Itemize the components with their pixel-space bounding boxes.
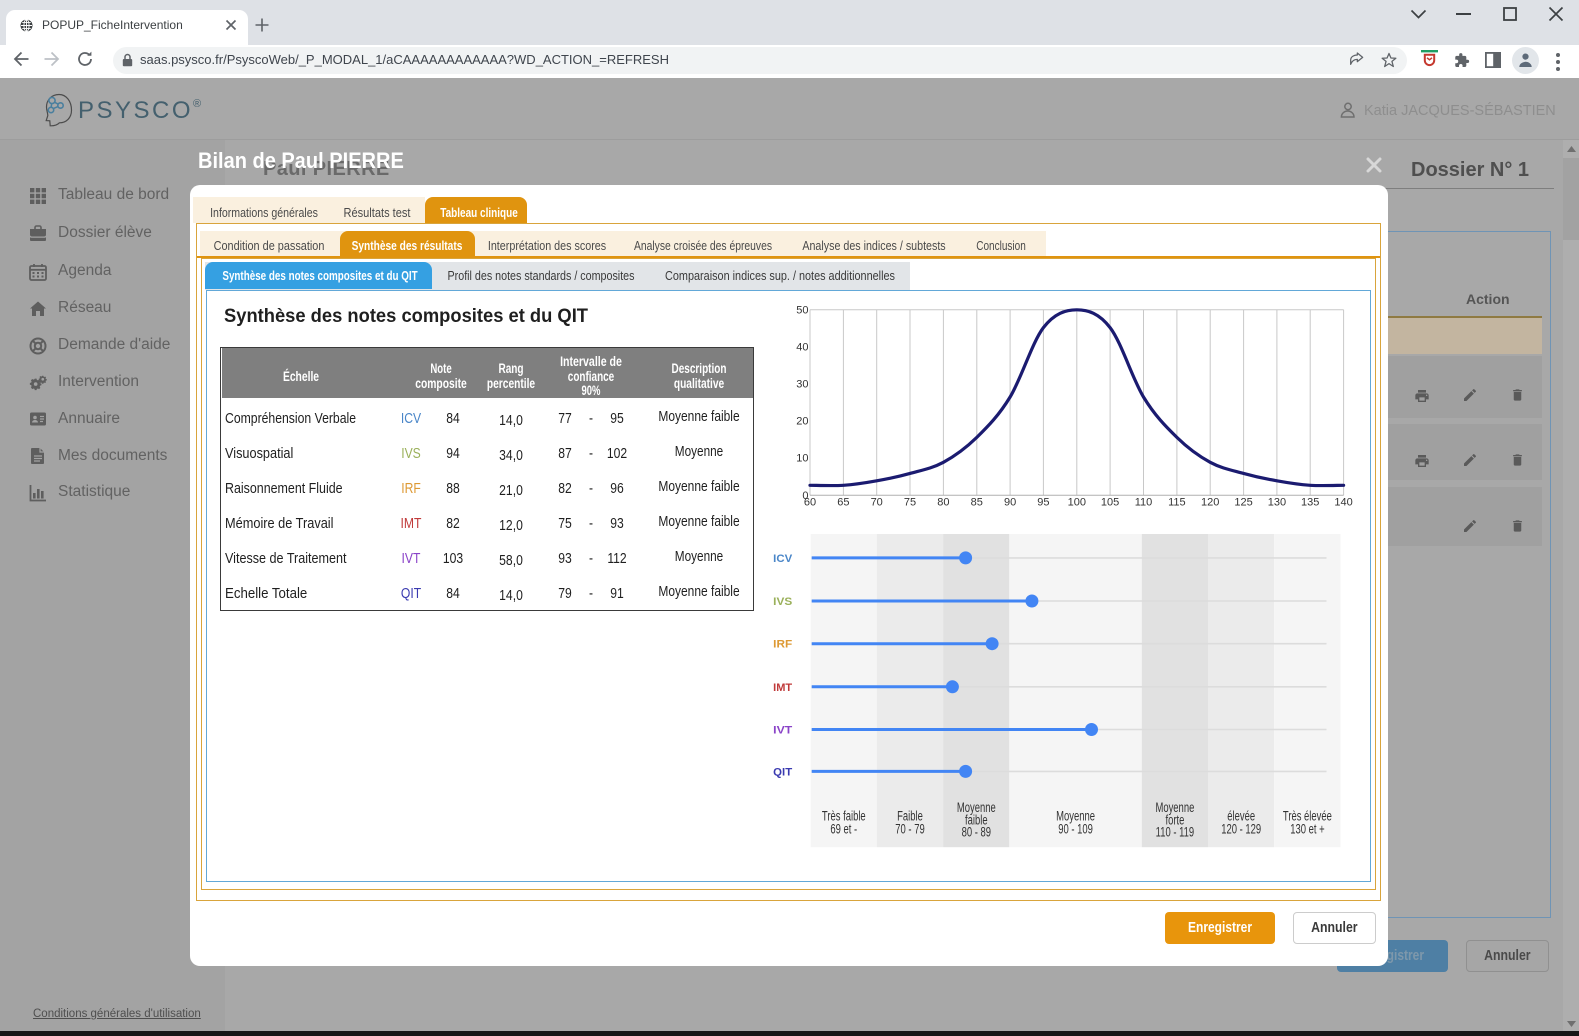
svg-text:140: 140 — [1334, 497, 1352, 509]
svg-text:forte: forte — [1165, 813, 1184, 828]
svg-text:IRF: IRF — [773, 639, 792, 651]
svg-text:90: 90 — [1004, 497, 1016, 509]
svg-text:130 et +: 130 et + — [1290, 821, 1324, 836]
svg-text:115: 115 — [1168, 497, 1186, 509]
svg-text:QIT: QIT — [773, 766, 792, 778]
svg-text:Moyenne: Moyenne — [1155, 800, 1194, 815]
svg-text:Moyenne: Moyenne — [1056, 809, 1095, 824]
svg-text:Très faible: Très faible — [822, 809, 866, 824]
svg-text:110: 110 — [1135, 497, 1153, 509]
svg-text:70: 70 — [871, 497, 883, 509]
svg-text:130: 130 — [1268, 497, 1286, 509]
svg-text:69 et -: 69 et - — [830, 821, 857, 836]
svg-text:85: 85 — [971, 497, 983, 509]
svg-text:30: 30 — [796, 379, 808, 391]
svg-text:60: 60 — [804, 497, 816, 509]
svg-text:élevée: élevée — [1227, 809, 1255, 824]
svg-text:Faible: Faible — [897, 809, 923, 824]
svg-text:50: 50 — [796, 304, 808, 316]
svg-text:65: 65 — [837, 497, 849, 509]
svg-text:90 - 109: 90 - 109 — [1058, 821, 1093, 836]
svg-text:80 - 89: 80 - 89 — [962, 824, 991, 839]
svg-text:40: 40 — [796, 341, 808, 353]
svg-text:75: 75 — [904, 497, 916, 509]
svg-text:Moyenne: Moyenne — [957, 800, 996, 815]
svg-text:10: 10 — [796, 453, 808, 465]
svg-text:IMT: IMT — [773, 682, 792, 694]
svg-text:135: 135 — [1301, 497, 1319, 509]
svg-text:120: 120 — [1201, 497, 1219, 509]
svg-text:95: 95 — [1037, 497, 1049, 509]
svg-text:ICV: ICV — [773, 553, 793, 565]
svg-text:100: 100 — [1068, 497, 1086, 509]
svg-text:110 - 119: 110 - 119 — [1156, 824, 1195, 839]
svg-text:125: 125 — [1234, 497, 1252, 509]
svg-text:Très élevée: Très élevée — [1283, 809, 1332, 824]
svg-text:0: 0 — [802, 490, 808, 502]
svg-text:IVT: IVT — [773, 725, 792, 737]
svg-text:105: 105 — [1101, 497, 1119, 509]
svg-text:faible: faible — [965, 813, 988, 828]
svg-text:120 - 129: 120 - 129 — [1221, 821, 1261, 836]
svg-text:IVS: IVS — [773, 596, 792, 608]
svg-text:20: 20 — [796, 416, 808, 428]
svg-text:80: 80 — [937, 497, 949, 509]
svg-text:70 - 79: 70 - 79 — [895, 821, 924, 836]
